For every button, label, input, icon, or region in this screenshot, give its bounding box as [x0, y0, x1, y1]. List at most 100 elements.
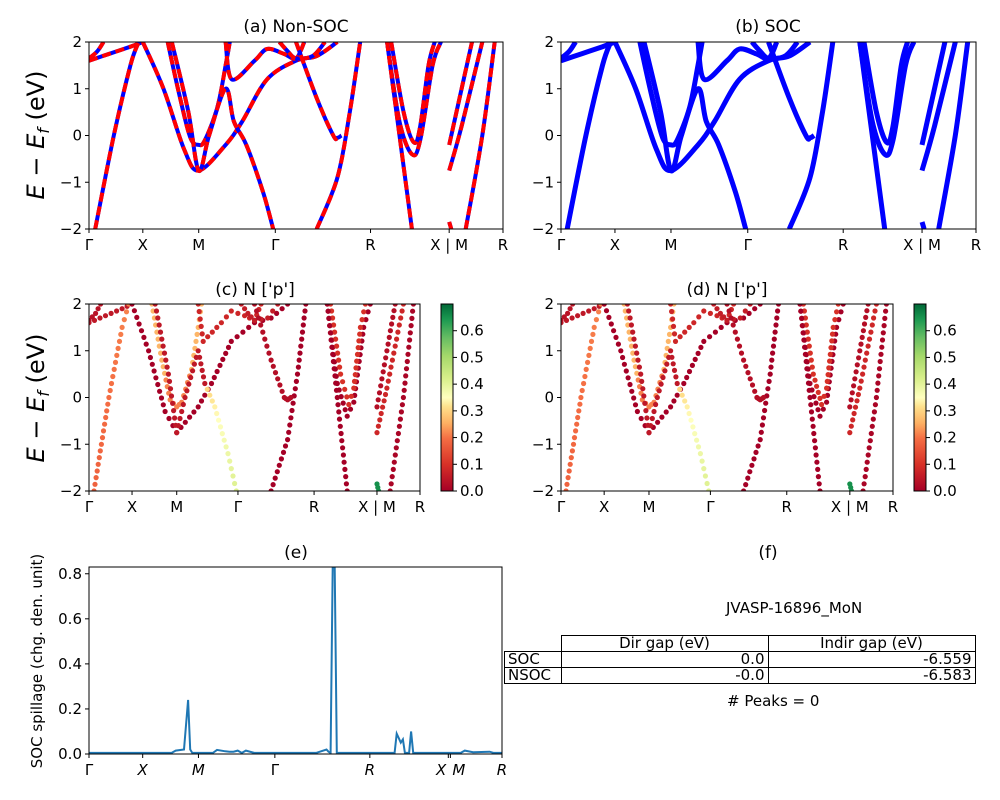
projection-point: [865, 343, 871, 349]
projection-point: [577, 401, 583, 407]
projection-point: [396, 322, 402, 328]
projection-point: [152, 304, 158, 307]
projection-point: [856, 355, 862, 361]
projection-point: [390, 314, 396, 320]
panel-d-xtick-label: R: [888, 498, 898, 516]
projection-point: [876, 366, 883, 372]
projection-point: [606, 314, 612, 320]
panel-c-xtick-label: M: [170, 498, 183, 516]
projection-point: [401, 387, 407, 393]
projection-point: [631, 336, 637, 342]
projection-point: [383, 355, 389, 361]
projection-point: [848, 397, 854, 403]
projection-point: [859, 334, 865, 340]
projection-point: [159, 357, 165, 363]
projection-point: [341, 459, 347, 465]
projection-point: [264, 343, 270, 349]
panel-d-ytick-label: 2: [544, 295, 554, 313]
projection-point: [287, 422, 293, 428]
projection-point: [160, 364, 166, 370]
panel-c-xtick-label: R: [415, 498, 425, 516]
projection-point: [357, 324, 363, 330]
projection-point: [855, 391, 862, 398]
projection-point: [333, 380, 339, 386]
projection-point: [166, 378, 173, 384]
projection-point: [669, 354, 675, 360]
projection-point: [731, 304, 737, 307]
band-line: [861, 42, 910, 146]
projection-point: [573, 428, 579, 434]
projection-point: [638, 415, 644, 422]
projection-point: [699, 458, 705, 464]
projection-point: [93, 475, 99, 481]
projection-point: [330, 315, 336, 321]
projection-point: [296, 357, 302, 363]
projection-point: [198, 323, 204, 329]
ylabel-text: E − Ef (eV): [22, 71, 53, 200]
projection-point: [107, 387, 113, 394]
panel-d-ytick-label: −2: [532, 482, 554, 500]
projection-point: [670, 323, 677, 329]
projection-point: [632, 343, 639, 349]
projection-point: [858, 341, 864, 347]
projection-point: [214, 410, 220, 417]
projection-point: [242, 306, 248, 312]
projection-point: [627, 315, 633, 321]
projection-point: [706, 488, 712, 491]
projection-point: [223, 444, 229, 450]
projection-point: [653, 401, 659, 408]
projection-point: [180, 401, 186, 408]
projection-point: [773, 322, 779, 328]
projection-point: [354, 351, 361, 357]
projection-point: [214, 324, 220, 330]
projection-point: [879, 344, 885, 350]
projection-point: [669, 308, 675, 315]
projection-point: [566, 468, 572, 474]
projection-point: [338, 430, 344, 437]
projection-point: [741, 488, 747, 491]
projection-point: [565, 475, 571, 481]
projection-point: [628, 322, 635, 328]
band-line: [857, 42, 888, 229]
projection-point: [123, 309, 130, 315]
projection-point: [580, 310, 586, 316]
projection-point: [567, 306, 573, 312]
projection-point: [160, 343, 166, 349]
projection-point: [814, 459, 820, 465]
projection-point: [275, 376, 281, 382]
projection-point: [860, 488, 866, 491]
projection-point: [757, 304, 763, 307]
projection-point: [204, 386, 210, 392]
projection-point: [340, 400, 346, 406]
projection-point: [294, 371, 301, 377]
projection-point: [289, 407, 295, 414]
projection-point: [682, 329, 688, 335]
projection-point: [625, 322, 631, 328]
projection-point: [829, 338, 835, 344]
projection-point: [248, 314, 254, 320]
projection-point: [353, 365, 359, 371]
projection-point: [275, 304, 281, 307]
projection-point: [847, 430, 853, 436]
projection-point: [276, 462, 282, 468]
projection-point: [301, 315, 307, 321]
projection-point: [272, 370, 279, 376]
projection-point: [159, 336, 165, 342]
projection-point: [630, 329, 636, 335]
projection-point: [632, 364, 639, 370]
projection-point: [861, 321, 868, 327]
projection-point: [348, 393, 354, 399]
projection-point: [847, 404, 853, 410]
projection-point: [579, 387, 585, 394]
projection-point: [195, 304, 201, 307]
projection-point: [664, 361, 670, 367]
projection-point: [228, 466, 234, 472]
projection-point: [815, 389, 821, 395]
projection-point: [654, 394, 660, 401]
projection-point: [864, 308, 870, 314]
projection-point: [630, 350, 636, 356]
projection-point: [129, 304, 135, 307]
projection-point: [627, 336, 633, 342]
